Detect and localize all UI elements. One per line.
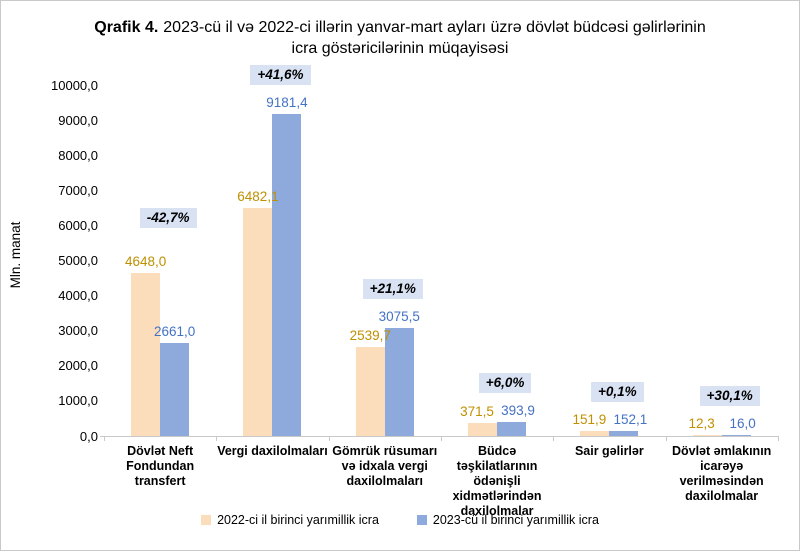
change-badge-wrap: -42,7%	[113, 207, 223, 228]
x-axis-label: Gömrük rüsumarı və idxala vergi daxilolm…	[332, 444, 438, 488]
x-axis-tick	[777, 436, 779, 441]
y-tick-label: 3000,0	[58, 323, 98, 339]
legend-item-2023: 2023-cü il birinci yarımillik icra	[416, 512, 599, 528]
bar-1-2022	[131, 272, 161, 436]
change-badge: +0,1%	[591, 381, 644, 402]
bar-2-2023	[272, 113, 302, 436]
value-label-2022: 2539,7	[349, 327, 391, 343]
x-axis-tick	[665, 436, 667, 441]
y-tick-label: 6000,0	[58, 217, 98, 233]
legend: 2022-ci il birinci yarımillik icra 2023-…	[0, 512, 800, 528]
y-tick-label: 10000,0	[51, 77, 98, 93]
bar-4-2023	[497, 422, 527, 436]
value-label-2023: 152,1	[613, 411, 648, 427]
y-tick-label: 1000,0	[58, 393, 98, 409]
value-label-2022: 151,9	[572, 411, 607, 427]
change-badge-wrap: +41,6%	[225, 64, 335, 85]
value-label-2023: 2661,0	[153, 323, 196, 339]
x-axis-tick	[440, 436, 442, 441]
bar-6-2023	[721, 435, 751, 436]
chart-title-text: Qrafik 4. 2023-cü il və 2022-ci illərin y…	[90, 17, 710, 59]
chart-title-rest: 2023-cü il və 2022-ci illərin yanvar-mar…	[163, 19, 706, 57]
bar-2-2022	[243, 208, 273, 436]
change-badge-wrap: +6,0%	[450, 373, 560, 394]
legend-label-2023: 2023-cü il birinci yarımillik icra	[432, 513, 599, 527]
y-tick-label: 0,0	[79, 428, 98, 444]
chart-title: Qrafik 4. 2023-cü il və 2022-ci illərin y…	[0, 17, 800, 59]
change-badge: +21,1%	[362, 279, 423, 300]
x-axis-label: Dövlət əmlakının icarəyə verilməsindən d…	[671, 444, 772, 503]
bar-6-2022	[692, 435, 722, 436]
legend-item-2022: 2022-ci il birinci yarımillik icra	[201, 512, 379, 528]
y-tick-label: 9000,0	[58, 112, 98, 128]
change-badge: +30,1%	[699, 386, 760, 406]
change-badge: +6,0%	[478, 373, 532, 394]
x-axis-tick	[104, 436, 105, 441]
change-badge-wrap: +21,1%	[338, 279, 448, 300]
bar-5-2022	[580, 430, 610, 436]
value-label-2023: 16,0	[729, 416, 756, 431]
value-label-2022: 4648,0	[124, 253, 167, 269]
bar-3-2023	[384, 328, 414, 436]
value-label-2023: 3075,5	[378, 309, 420, 325]
x-axis-label: Büdcə təşkilatlarının ödənişli xidmətlər…	[452, 444, 542, 518]
x-axis-label: Vergi daxilolmaları	[217, 444, 328, 458]
y-tick-label: 5000,0	[58, 253, 98, 268]
change-badge: +41,6%	[250, 64, 311, 85]
x-axis-tick	[553, 436, 555, 441]
value-label-2022: 12,3	[688, 416, 715, 431]
change-badge-wrap: +0,1%	[562, 381, 672, 402]
x-axis-tick	[328, 436, 330, 441]
bar-1-2023	[160, 342, 190, 436]
legend-swatch-2022	[201, 515, 212, 525]
legend-label-2022: 2022-ci il birinci yarımillik icra	[217, 513, 379, 527]
y-tick-label: 2000,0	[58, 358, 98, 374]
x-axis-tick	[216, 436, 218, 441]
change-badge: -42,7%	[139, 207, 197, 228]
x-axis-label: Dövlət Neft Fondundan transfert	[126, 444, 195, 488]
bar-4-2022	[468, 422, 498, 436]
value-label-2022: 6482,1	[237, 189, 279, 205]
x-axis-line	[100, 436, 778, 437]
bar-3-2022	[355, 346, 385, 436]
y-tick-label: 8000,0	[58, 147, 98, 163]
y-tick-label: 7000,0	[58, 182, 98, 198]
value-label-2022: 371,5	[460, 403, 494, 419]
x-axis-label: Sair gəlirlər	[574, 444, 644, 458]
y-tick-label: 4000,0	[58, 288, 98, 304]
legend-swatch-2023	[416, 515, 427, 525]
change-badge-wrap: +30,1%	[675, 386, 785, 406]
bar-5-2023	[609, 430, 639, 436]
value-label-2023: 393,9	[501, 403, 535, 419]
y-axis-title: Mln. manat	[8, 221, 23, 289]
chart-title-prefix: Qrafik 4.	[94, 19, 159, 36]
value-label-2023: 9181,4	[266, 94, 308, 110]
